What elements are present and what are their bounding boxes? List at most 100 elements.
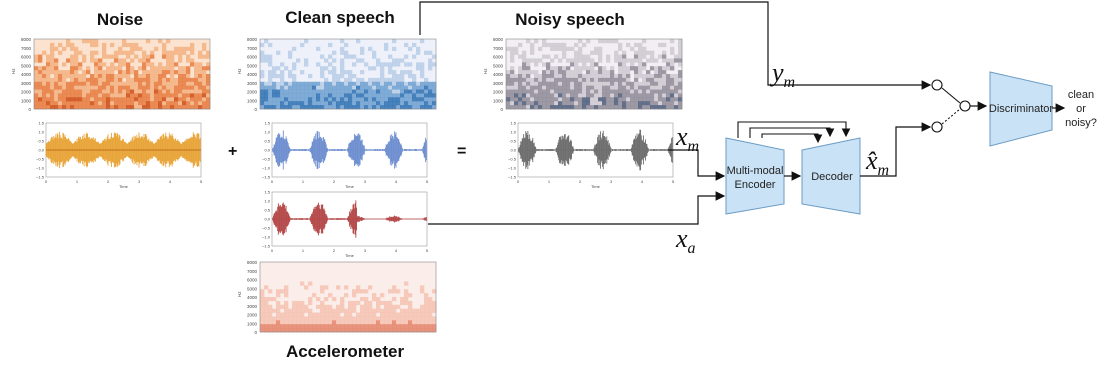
waveform-x-tick: 3 bbox=[364, 179, 367, 184]
waveform-x-tick: 0 bbox=[271, 179, 274, 184]
switch-node-bottom bbox=[931, 121, 943, 133]
spectrogram-tick-label: 4000 bbox=[21, 72, 32, 77]
discriminator-block bbox=[989, 71, 1053, 147]
spectrogram-tick-label: 8000 bbox=[247, 37, 258, 42]
spectrogram-tick-label: 6000 bbox=[247, 55, 258, 60]
clean-spectrogram: 8000 7000 6000 5000 4000 3000 2000 1000 0 Hz bbox=[237, 37, 437, 112]
switch-node-out bbox=[959, 100, 971, 112]
waveform-y-tick: 1.5 bbox=[264, 190, 270, 195]
waveform-y-tick: −1.0 bbox=[262, 166, 271, 171]
spectrogram-tick-label: 8000 bbox=[247, 260, 258, 265]
xa-path bbox=[428, 191, 726, 225]
accelerometer-waveform: 1.5 1.0 0.5 0.0 −0.5 −1.0 −1.50 1 2 3 4 5 Time bbox=[262, 190, 429, 259]
waveform-y-tick: −1.5 bbox=[262, 175, 271, 180]
spectrogram-tick-label: 5000 bbox=[247, 286, 258, 291]
waveform-x-tick: 4 bbox=[641, 179, 644, 184]
waveform-y-tick: 1.0 bbox=[38, 130, 44, 135]
spectrogram-tick-label: 4000 bbox=[247, 295, 258, 300]
waveform-y-tick: 0.0 bbox=[264, 148, 270, 153]
spectrogram-tick-label: 4000 bbox=[493, 72, 504, 77]
waveform-y-tick: 1.0 bbox=[510, 130, 516, 135]
noisy-speech-heading: Noisy speech bbox=[515, 10, 625, 29]
waveform-x-tick: 2 bbox=[333, 179, 336, 184]
waveform-x-tick: 5 bbox=[426, 248, 429, 253]
ym-symbol: ym bbox=[772, 58, 796, 92]
spectrogram-tick-label: 1000 bbox=[247, 98, 258, 103]
waveform-y-tick: 0.5 bbox=[264, 139, 270, 144]
waveform-y-tick: 1.5 bbox=[38, 121, 44, 126]
spectrogram-tick-label: 8000 bbox=[493, 37, 504, 42]
waveform-y-tick: 0.0 bbox=[264, 217, 270, 222]
waveform-x-tick: 3 bbox=[610, 179, 613, 184]
spectrogram-tick-label: 5000 bbox=[493, 63, 504, 68]
spectrogram-axis-label: Hz bbox=[483, 68, 488, 74]
waveform-x-tick: 2 bbox=[333, 248, 336, 253]
spectrogram-axis-label: Hz bbox=[11, 68, 16, 74]
spectrogram-tick-label: 2000 bbox=[493, 90, 504, 95]
spectrogram-tick-label: 1000 bbox=[21, 98, 32, 103]
waveform-x-tick: 1 bbox=[548, 179, 551, 184]
noisy-spectrogram: 8000 7000 6000 5000 4000 3000 2000 1000 0 Hz bbox=[483, 37, 683, 112]
decoder-label: Decoder bbox=[811, 171, 853, 183]
spectrogram-tick-label: 0 bbox=[500, 107, 503, 112]
waveform-x-tick: 5 bbox=[426, 179, 429, 184]
spectrogram-tick-label: 6000 bbox=[493, 55, 504, 60]
waveform-y-tick: −1.5 bbox=[36, 175, 45, 180]
spectrogram-tick-label: 8000 bbox=[21, 37, 32, 42]
waveform-x-tick: 0 bbox=[271, 248, 274, 253]
output-label-1: clean bbox=[1068, 89, 1094, 101]
waveform-x-tick: 4 bbox=[395, 248, 398, 253]
spectrogram-tick-label: 1000 bbox=[247, 321, 258, 326]
xa-symbol: xa bbox=[676, 224, 696, 258]
clean-speech-heading: Clean speech bbox=[285, 8, 395, 27]
waveform-x-tick: 0 bbox=[45, 179, 48, 184]
spectrogram-tick-label: 5000 bbox=[247, 63, 258, 68]
waveform-y-tick: −1.5 bbox=[508, 175, 517, 180]
xhat-symbol: x̂m bbox=[866, 146, 890, 180]
spectrogram-image bbox=[506, 39, 683, 110]
waveform-x-tick: 3 bbox=[364, 248, 367, 253]
spectrogram-tick-label: 2000 bbox=[21, 90, 32, 95]
waveform-y-tick: −1.5 bbox=[262, 244, 271, 249]
spectrogram-tick-label: 3000 bbox=[247, 304, 258, 309]
spectrogram-tick-label: 6000 bbox=[247, 278, 258, 283]
output-label-2: or bbox=[1076, 103, 1086, 115]
output-label-3: noisy? bbox=[1065, 117, 1097, 129]
waveform-y-tick: −0.5 bbox=[262, 157, 271, 162]
waveform-axis-label: Time bbox=[345, 184, 355, 189]
spectrogram-tick-label: 7000 bbox=[21, 46, 32, 51]
spectrogram-tick-label: 3000 bbox=[247, 81, 258, 86]
noise-waveform: 1.5 1.0 0.5 0.0 −0.5 −1.0 −1.50 1 2 3 4 5 Time bbox=[36, 121, 203, 190]
waveform-y-tick: −0.5 bbox=[36, 157, 45, 162]
spectrogram-tick-label: 3000 bbox=[21, 81, 32, 86]
waveform-x-tick: 2 bbox=[579, 179, 582, 184]
waveform-axis-label: Time bbox=[345, 253, 355, 258]
xm-path bbox=[668, 149, 726, 181]
waveform-x-tick: 2 bbox=[107, 179, 110, 184]
waveform-y-tick: −0.5 bbox=[508, 157, 517, 162]
noise-spectrogram: 8000 7000 6000 5000 4000 3000 2000 1000 0 Hz bbox=[11, 37, 211, 112]
spectrogram-axis-label: Hz bbox=[237, 291, 242, 297]
waveform-y-tick: 0.5 bbox=[510, 139, 516, 144]
spectrogram-tick-label: 7000 bbox=[247, 269, 258, 274]
waveform-x-tick: 1 bbox=[302, 248, 305, 253]
xm-symbol: xm bbox=[676, 122, 700, 156]
waveform-y-tick: −1.0 bbox=[36, 166, 45, 171]
waveform-y-tick: −1.0 bbox=[508, 166, 517, 171]
noise-heading: Noise bbox=[96, 10, 144, 29]
encoder-label-2: Encoder bbox=[735, 179, 776, 191]
spectrogram-tick-label: 7000 bbox=[247, 46, 258, 51]
waveform-x-tick: 5 bbox=[200, 179, 203, 184]
decoder-block bbox=[801, 137, 861, 215]
spectrogram-tick-label: 1000 bbox=[493, 98, 504, 103]
waveform-y-tick: 1.0 bbox=[264, 130, 270, 135]
switch-node-top bbox=[931, 79, 943, 91]
waveform-x-tick: 5 bbox=[672, 179, 675, 184]
clean-waveform: 1.5 1.0 0.5 0.0 −0.5 −1.0 −1.50 1 2 3 4 5 Time bbox=[262, 121, 429, 190]
spectrogram-tick-label: 0 bbox=[254, 330, 257, 335]
spectrogram-tick-label: 2000 bbox=[247, 90, 258, 95]
spectrogram-tick-label: 0 bbox=[254, 107, 257, 112]
encoder-label-1: Multi-modal bbox=[727, 165, 784, 177]
noisy-waveform: 1.5 1.0 0.5 0.0 −0.5 −1.0 −1.50 1 2 3 4 5 Time bbox=[508, 121, 675, 190]
